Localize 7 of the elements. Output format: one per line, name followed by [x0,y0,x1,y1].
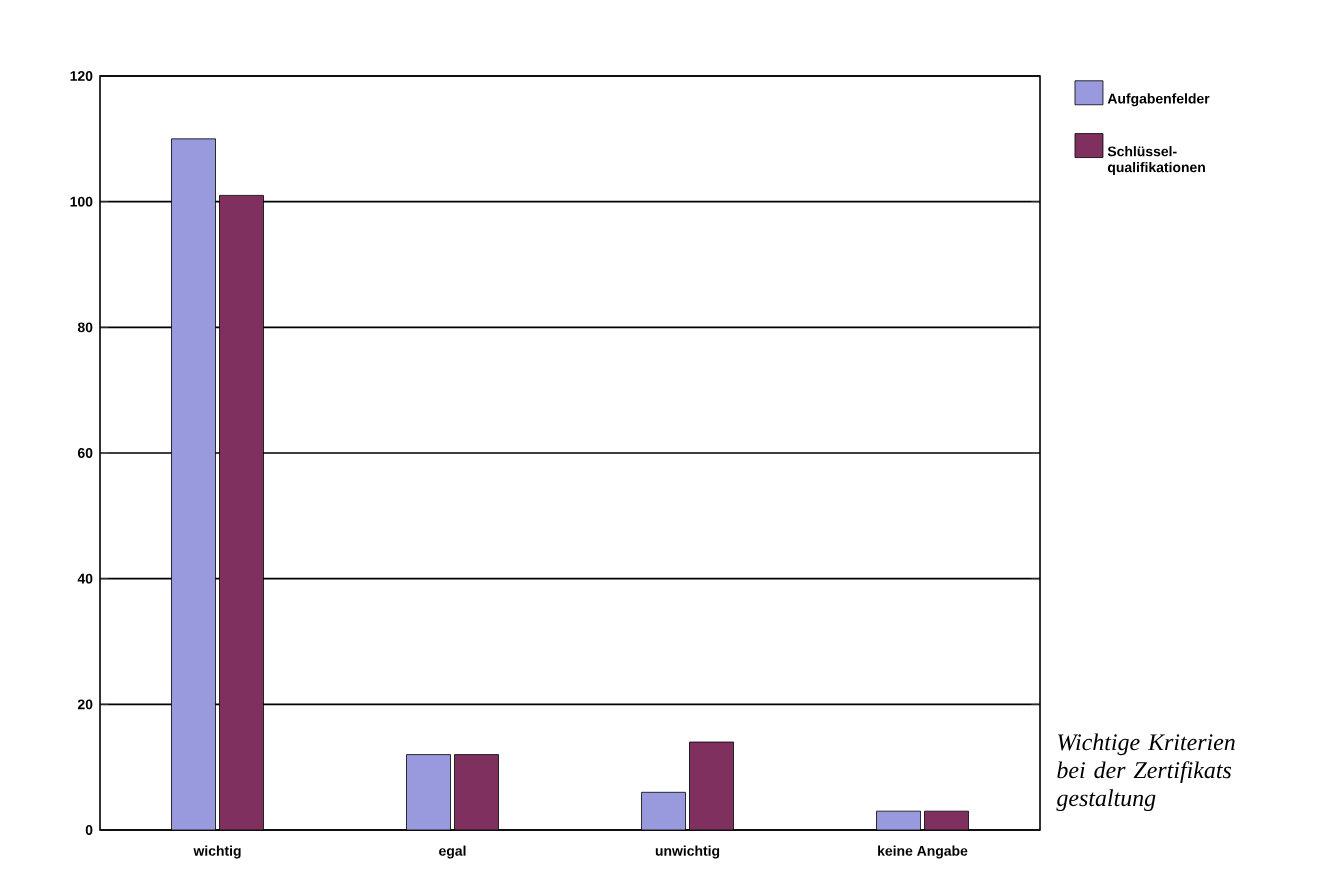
bar [641,791,686,830]
bar [406,754,451,830]
text: Wichtige Kriterien bei der Zertifikats gestaltung [1056,733,1235,812]
bar [219,194,264,830]
bar [454,754,499,830]
bar [689,741,734,830]
bar [171,138,216,830]
